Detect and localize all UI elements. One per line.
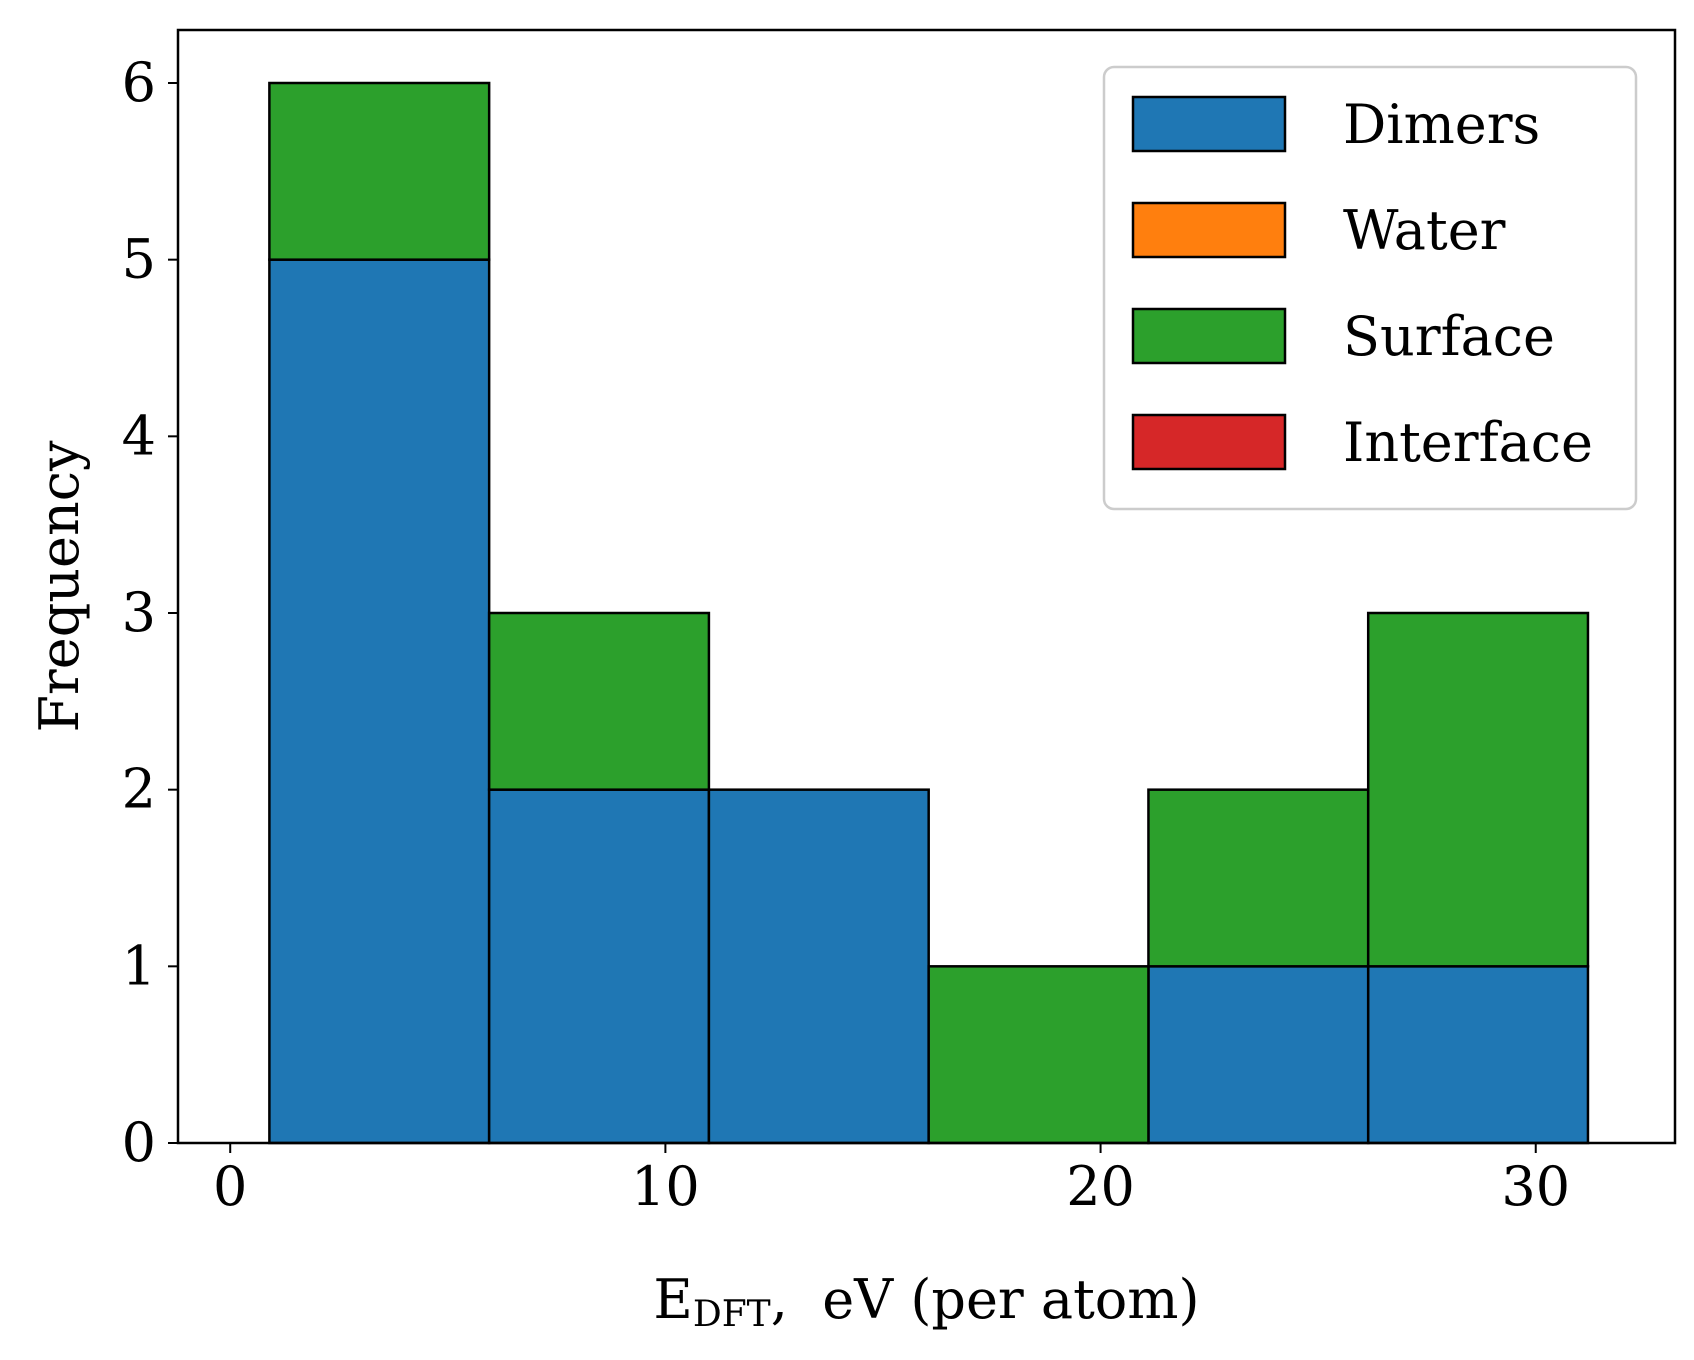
x-axis-ticks: 0 10 20 30 [213,1143,1570,1218]
x-tick-label: 20 [1066,1155,1135,1218]
x-tick-label: 0 [213,1155,247,1218]
x-axis-label-rest: , eV (per atom) [771,1268,1200,1331]
bars-layer [268,81,1590,1145]
legend-label-dimers: Dimers [1343,93,1540,156]
legend-label-water: Water [1343,199,1506,262]
legend: Dimers Water Surface Interface [1102,65,1638,511]
bar-dimers-bin-3 [707,788,930,1145]
legend-swatch-surface [1131,307,1287,365]
y-tick-label: 5 [122,228,156,291]
y-tick-label: 2 [122,758,156,821]
x-axis-label: EDFT, eV (per atom) [653,1268,1199,1335]
y-tick-label: 4 [122,404,156,467]
bar-surface-bin-6 [1366,611,1590,968]
y-axis-ticks: 0 1 2 3 4 5 6 [122,51,178,1174]
legend-swatch-water [1131,201,1287,259]
y-axis-label: Frequency [28,440,91,733]
bar-dimers-bin-6 [1366,965,1590,1145]
y-tick-label: 3 [122,581,156,644]
y-tick-label: 1 [122,934,156,997]
bar-dimers-bin-2 [487,788,711,1145]
legend-swatch-interface [1131,413,1287,471]
plot-frame [176,28,1677,1145]
x-tick-label: 10 [631,1155,700,1218]
legend-label-surface: Surface [1343,305,1555,368]
bar-surface-bin-5 [1147,788,1370,968]
x-tick-label: 30 [1501,1155,1570,1218]
x-axis-label-main: E [653,1268,692,1331]
bar-dimers-bin-1 [268,258,491,1145]
y-tick-label: 6 [122,51,156,114]
bar-surface-bin-1 [268,81,491,261]
legend-swatch-dimers [1131,95,1287,153]
legend-box [1102,65,1638,511]
bar-surface-bin-4 [927,965,1150,1145]
bar-surface-bin-2 [487,611,711,791]
bar-dimers-bin-5 [1147,965,1370,1145]
legend-label-interface: Interface [1343,411,1593,474]
y-tick-label: 0 [122,1111,156,1174]
x-axis-label-subscript: DFT [693,1294,771,1335]
